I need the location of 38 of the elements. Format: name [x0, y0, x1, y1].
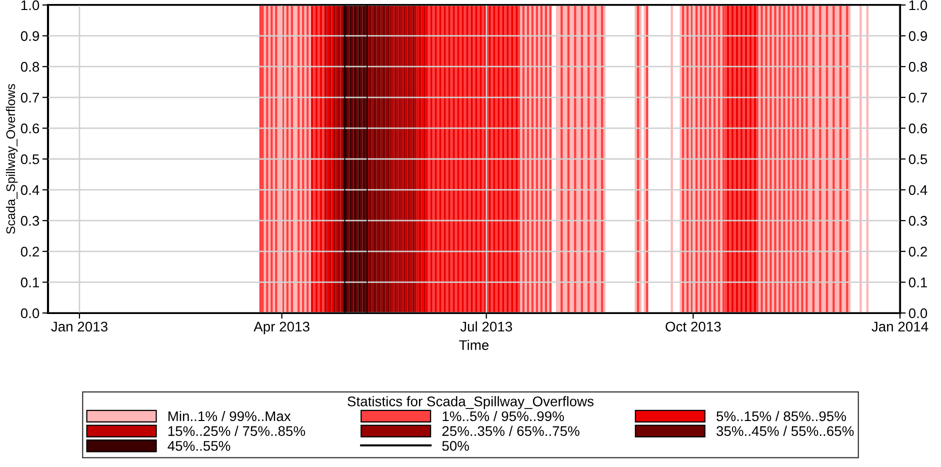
legend-label: 25%..35% / 65%..75%: [442, 426, 580, 436]
y-tick-label: 0.8: [20, 62, 40, 72]
y2-tick-label: 1.0: [909, 0, 928, 10]
y2-tick-label: 0.9: [908, 31, 927, 41]
y2-tick-label: 0.7: [908, 92, 927, 103]
legend-title: Statistics for Scada_Spillway_Overflows: [348, 396, 594, 410]
y2-tick-label: 0.5: [908, 154, 928, 164]
y2-tick-label: 0.1: [908, 278, 927, 288]
y-tick-label: 0.4: [20, 185, 40, 195]
legend-label: 35%..45% / 55%..65%: [716, 426, 854, 436]
y2-tick-label: 0.3: [908, 216, 928, 226]
legend-label: Min..1% / 99%..Max: [168, 410, 291, 422]
y-tick-label: 0.1: [20, 278, 39, 288]
y2-tick-label: 0.2: [908, 246, 927, 257]
y2-tick-label: 0.6: [908, 124, 928, 134]
x-tick-label: Oct 2013: [666, 322, 721, 332]
legend-label: 50%: [442, 440, 469, 451]
legend-label: 15%..25% / 75%..85%: [168, 426, 306, 436]
y-tick-label: 0.3: [20, 216, 40, 226]
legend-label: 45%..55%: [168, 441, 230, 451]
y-tick-label: 0.7: [20, 92, 39, 103]
y2-tick-label: 0.0: [908, 308, 928, 318]
x-axis-title: Time: [459, 340, 489, 350]
y-axis-title: Scada_Spillway_Overflows: [6, 84, 18, 234]
x-tick-label: Jul 2013: [460, 321, 512, 332]
legend-label: 1%..5% / 95%..99%: [442, 410, 564, 422]
y-tick-label: 0.6: [20, 124, 40, 134]
y2-tick-label: 0.8: [908, 62, 928, 72]
x-tick-label: Jan 2013: [51, 322, 108, 332]
y-tick-label: 0.9: [20, 31, 40, 41]
y2-tick-label: 0.4: [908, 185, 928, 195]
y-tick-label: 1.0: [21, 0, 40, 10]
x-tick-label: Apr 2013: [254, 322, 310, 334]
x-tick-label: Jan 2014: [872, 322, 928, 332]
y-tick-label: 0.2: [20, 246, 39, 257]
y-tick-label: 0.0: [20, 308, 40, 318]
legend-label: 5%..15% / 85%..95%: [716, 410, 846, 422]
y-tick-label: 0.5: [20, 154, 40, 164]
